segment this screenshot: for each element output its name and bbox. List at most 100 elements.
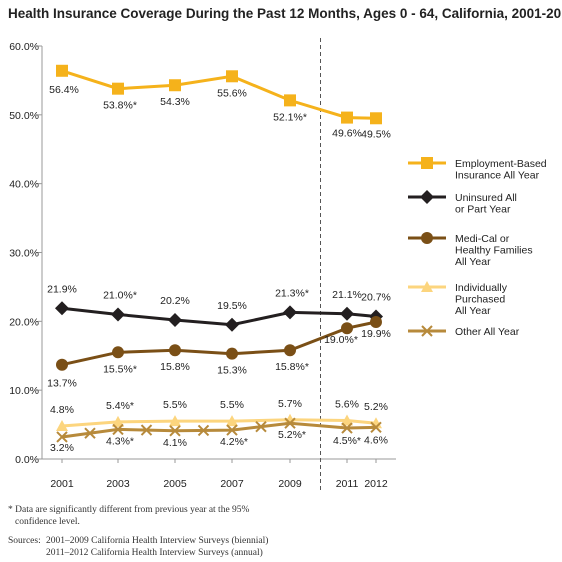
data-point — [56, 419, 68, 431]
data-label: 20.2% — [160, 295, 190, 307]
source-line: 2001–2009 California Health Interview Su… — [46, 536, 269, 546]
data-point — [225, 317, 239, 332]
marker-stroke — [56, 431, 68, 443]
data-point — [55, 301, 69, 316]
chart-title: Health Insurance Coverage During the Pas… — [8, 6, 562, 21]
marker-stroke — [341, 422, 353, 434]
data-point — [112, 415, 124, 427]
data-label: 49.6% — [332, 128, 362, 140]
data-label: 4.5%* — [333, 435, 361, 447]
data-label: 5.4%* — [106, 400, 134, 412]
data-label: 19.0%* — [324, 334, 358, 346]
data-label: 4.1% — [163, 437, 187, 449]
data-label: 49.5% — [361, 128, 391, 140]
legend-marker — [421, 281, 433, 292]
data-label: 53.8%* — [103, 100, 137, 112]
data-label: 54.3% — [160, 96, 190, 108]
legend-marker — [421, 232, 433, 244]
data-point — [112, 423, 124, 436]
data-point — [226, 70, 238, 83]
data-point — [226, 347, 238, 360]
y-tick-label: 30.0% — [9, 248, 39, 260]
marker-stroke — [421, 325, 433, 337]
data-point-interpolated — [140, 424, 153, 436]
legend-marker — [421, 325, 433, 337]
data-label: 15.3% — [217, 365, 247, 377]
series-circle: 13.7% 15.5%* 15.8% 15.3% 15.8%* 19.0%*19.9% — [47, 316, 391, 390]
legend-marker — [421, 157, 433, 169]
data-point — [283, 305, 297, 320]
data-point — [56, 431, 68, 443]
data-point-interpolated — [255, 420, 267, 433]
data-point — [112, 82, 124, 95]
data-point — [112, 346, 124, 359]
legend-label: Uninsured All — [455, 192, 517, 204]
data-point — [169, 415, 181, 427]
data-point — [56, 64, 68, 77]
data-point — [169, 425, 181, 437]
series-x: 3.2% 4.3%* 4.1% 4.2%* 5.2%* 4.5%* 4.6% — [50, 417, 388, 454]
x-tick-label: 2009 — [278, 478, 302, 490]
data-label: 5.5% — [163, 399, 187, 411]
x-tick-label: 2007 — [220, 478, 244, 490]
legend-label: Employment-Based — [455, 158, 547, 170]
data-label: 21.1% — [332, 289, 362, 301]
source-line: 2011–2012 California Health Interview Su… — [46, 548, 263, 558]
data-point — [226, 424, 238, 436]
legend-label: or Part Year — [455, 204, 511, 216]
data-label: 15.8%* — [275, 361, 309, 373]
series-group: 56.4% 53.8%* 54.3% 55.6% 52.1%* 49.6% 49.5% 21.… — [47, 64, 391, 454]
data-label: 19.9% — [361, 328, 391, 340]
data-point — [111, 307, 125, 322]
series-square: 56.4% 53.8%* 54.3% 55.6% 52.1%* 49.6% 49.5% — [49, 64, 391, 140]
data-point — [341, 414, 353, 426]
data-point — [341, 111, 353, 124]
data-label: 52.1%* — [273, 111, 307, 123]
x-tick-label: 2011 — [336, 478, 359, 490]
data-label: 4.3%* — [106, 435, 134, 447]
data-point-interpolated — [84, 427, 96, 439]
legend-label: Purchased — [455, 294, 505, 306]
data-label: 4.8% — [50, 404, 74, 416]
sources-label: Sources: — [8, 536, 41, 546]
legend-label: Medi-Cal or — [455, 233, 510, 245]
data-label: 56.4% — [49, 84, 79, 96]
x-tick-label: 2003 — [106, 478, 130, 490]
y-tick-label: 10.0% — [9, 385, 39, 397]
y-tick-label: 40.0% — [9, 179, 39, 191]
marker-stroke — [226, 424, 238, 436]
data-label: 4.2%* — [220, 436, 248, 448]
data-label: 5.2% — [364, 401, 388, 413]
marker-stroke — [284, 417, 296, 429]
data-point — [340, 306, 354, 321]
data-point — [284, 94, 296, 107]
y-tick-label: 0.0% — [15, 454, 39, 466]
legend-label: Insurance All Year — [455, 170, 540, 182]
data-label: 13.7% — [47, 378, 77, 390]
marker-stroke — [84, 427, 96, 439]
x-tick-label: 2012 — [364, 478, 388, 490]
line-chart: 0.0% 10.0% 20.0% 30.0% 40.0% 50.0% 60.0% 2001 20… — [9, 38, 547, 492]
data-label: 5.7% — [278, 398, 302, 410]
data-label: 21.0%* — [103, 289, 137, 301]
data-point — [168, 312, 182, 327]
data-point — [341, 422, 353, 434]
data-label: 19.5% — [217, 300, 247, 312]
data-label: 21.3%* — [275, 287, 309, 299]
footnote: * Data are significantly different from … — [8, 504, 268, 559]
significance-note: * Data are significantly different from … — [8, 504, 268, 528]
y-tick-label: 60.0% — [9, 41, 39, 53]
legend-label: All Year — [455, 256, 491, 268]
marker-stroke — [112, 423, 124, 436]
axes: 0.0% 10.0% 20.0% 30.0% 40.0% 50.0% 60.0% 2001 20… — [9, 41, 396, 490]
series-diamond: 21.9% 21.0%* 20.2% 19.5% 21.3%* 21.1% 20.7% — [47, 283, 391, 332]
legend-label: Other All Year — [455, 326, 520, 338]
data-point — [226, 415, 238, 427]
data-label: 5.5% — [220, 399, 244, 411]
data-point — [341, 322, 353, 335]
x-tick-label: 2005 — [163, 478, 187, 490]
